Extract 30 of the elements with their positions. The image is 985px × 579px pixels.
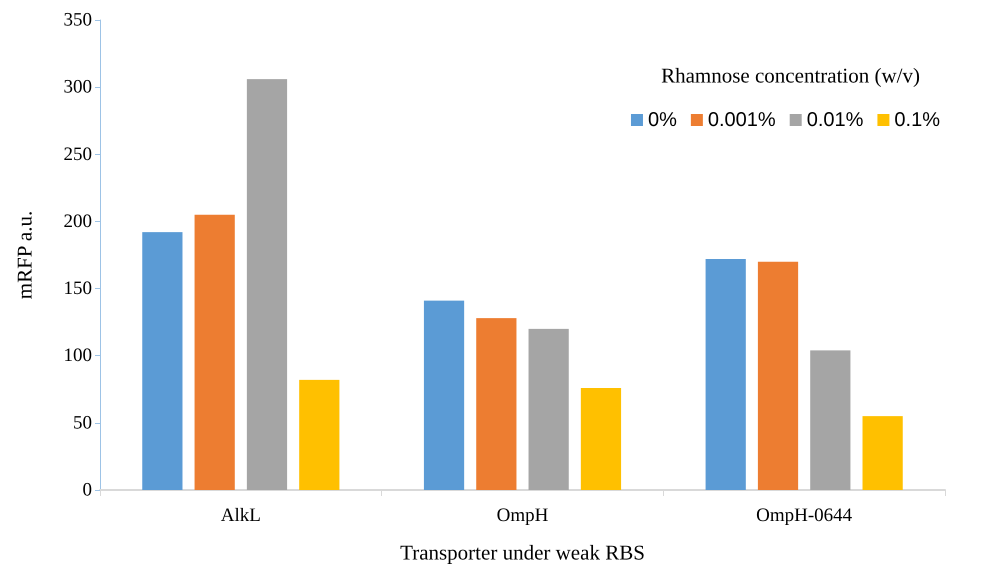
y-tick-label: 350 xyxy=(64,10,92,30)
y-tick-label: 50 xyxy=(73,412,92,434)
bar xyxy=(142,232,182,490)
legend-label: 0.001% xyxy=(708,109,776,131)
bar xyxy=(194,214,235,490)
y-tick-label: 0 xyxy=(82,480,92,500)
x-axis-title: Transporter under weak RBS xyxy=(400,540,645,564)
y-tick-label: 100 xyxy=(64,345,92,366)
bar xyxy=(758,262,798,490)
bar xyxy=(299,380,340,490)
y-axis-title: mRFP a.u. xyxy=(12,210,36,300)
legend-title: Rhamnose concentration (w/v) xyxy=(661,64,920,88)
legend-label: 0.1% xyxy=(894,109,940,131)
legend-label: 0.01% xyxy=(806,109,864,131)
x-tick-label: OmpH xyxy=(496,505,549,526)
bar xyxy=(246,79,288,490)
legend-label: 0% xyxy=(648,109,678,131)
bar xyxy=(580,388,622,490)
x-tick-label: OmpH-0644 xyxy=(756,505,853,526)
x-tick-label: AlkL xyxy=(220,505,261,526)
bar xyxy=(528,328,569,490)
y-tick-label: 250 xyxy=(64,144,92,165)
bar xyxy=(476,318,516,490)
bar xyxy=(424,300,464,490)
y-tick-label: 200 xyxy=(64,210,92,232)
y-tick-label: 150 xyxy=(64,278,92,300)
bar xyxy=(706,259,746,490)
bar xyxy=(810,350,850,490)
bar xyxy=(862,416,903,490)
y-tick-label: 300 xyxy=(64,76,92,98)
